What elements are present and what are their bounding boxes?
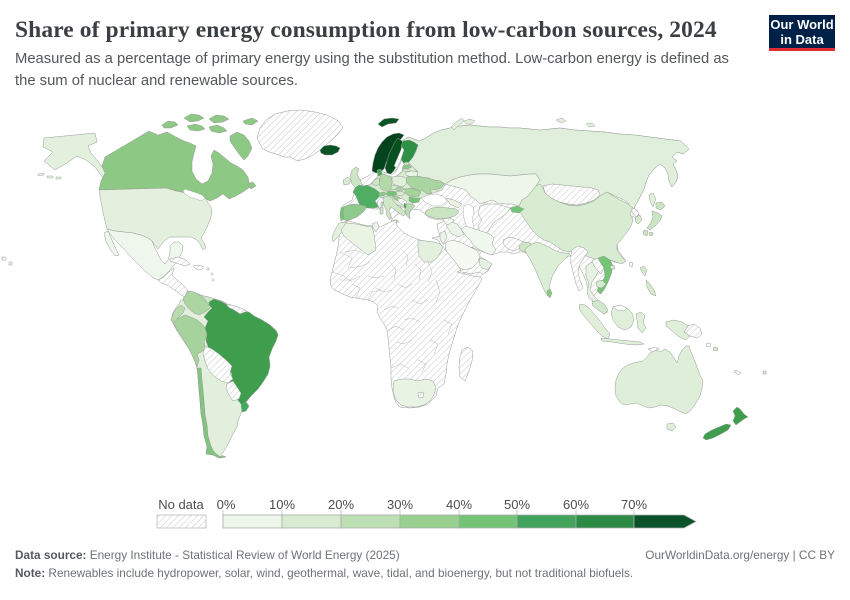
svg-text:60%: 60% — [563, 497, 589, 512]
svg-text:40%: 40% — [446, 497, 472, 512]
svg-text:10%: 10% — [269, 497, 295, 512]
svg-text:No data: No data — [158, 497, 204, 512]
svg-text:50%: 50% — [504, 497, 530, 512]
svg-text:30%: 30% — [387, 497, 413, 512]
svg-text:20%: 20% — [328, 497, 354, 512]
svg-text:70%: 70% — [621, 497, 647, 512]
svg-text:0%: 0% — [217, 497, 236, 512]
